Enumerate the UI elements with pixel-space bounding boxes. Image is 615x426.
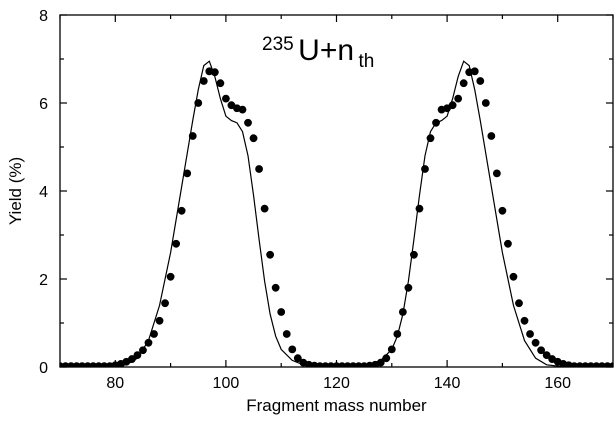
data-point <box>387 345 396 354</box>
data-point <box>288 345 297 354</box>
model-curve-line <box>60 60 613 367</box>
y-tick-label: 0 <box>39 360 48 377</box>
annotation-superscript: 235 <box>262 34 294 55</box>
data-point <box>520 316 529 325</box>
data-point <box>609 362 613 367</box>
data-point <box>255 165 263 173</box>
data-point <box>398 308 407 316</box>
data-point <box>244 118 252 127</box>
data-point <box>492 169 501 178</box>
data-point <box>194 99 203 107</box>
data-point <box>293 354 302 363</box>
data-point <box>277 308 286 316</box>
y-tick-label: 6 <box>39 96 48 113</box>
plot-frame <box>59 14 614 368</box>
reaction-annotation: 235 U+n th <box>262 34 374 72</box>
data-point <box>410 250 418 259</box>
series-marker-layer <box>60 67 613 367</box>
data-point <box>238 105 247 114</box>
y-tick-label: 2 <box>39 272 48 289</box>
data-point <box>487 132 496 140</box>
data-point <box>526 330 534 338</box>
x-tick-label: 80 <box>106 375 124 392</box>
data-point <box>161 299 169 308</box>
data-point <box>470 67 479 76</box>
annotation-subscript: th <box>358 51 374 72</box>
x-tick-label: 140 <box>434 375 461 392</box>
data-point <box>504 239 512 248</box>
data-point <box>177 206 186 215</box>
y-tick-label: 8 <box>39 8 48 25</box>
data-point <box>139 346 147 355</box>
data-point <box>376 358 385 367</box>
data-point <box>260 204 269 213</box>
data-point <box>199 77 208 85</box>
data-point <box>476 77 485 85</box>
y-axis-label: Yield (%) <box>6 157 25 225</box>
data-point <box>150 330 158 338</box>
data-point <box>432 118 440 127</box>
data-point <box>166 272 175 281</box>
data-point <box>448 101 457 110</box>
data-point <box>459 79 468 88</box>
axis-layer: 80 100 120 140 160 0 2 4 6 8 <box>39 8 614 392</box>
x-tick-label: 120 <box>323 375 350 392</box>
data-point <box>498 206 507 215</box>
data-point <box>133 351 142 360</box>
data-point <box>271 283 280 292</box>
series-line-layer <box>60 60 613 367</box>
data-point <box>222 94 230 103</box>
x-tick-label: 160 <box>544 375 571 392</box>
data-point <box>415 204 424 213</box>
data-point <box>216 79 225 88</box>
data-point <box>481 99 490 107</box>
x-axis-label: Fragment mass number <box>246 396 427 415</box>
data-point <box>188 132 197 140</box>
data-point <box>266 250 275 259</box>
y-tick-label: 4 <box>39 184 48 201</box>
data-point <box>515 299 523 308</box>
data-point <box>537 346 546 355</box>
data-point <box>531 338 540 347</box>
data-point <box>282 330 291 338</box>
data-point <box>454 94 463 103</box>
data-point <box>127 355 136 363</box>
data-point <box>172 239 181 248</box>
data-point <box>210 68 219 77</box>
data-point <box>421 165 429 173</box>
data-point <box>404 283 413 292</box>
annotation-main: U+n <box>298 34 354 67</box>
data-point <box>509 272 518 281</box>
data-point <box>183 169 192 178</box>
x-tick-label: 100 <box>213 375 240 392</box>
data-point <box>382 354 391 363</box>
data-point <box>144 338 153 347</box>
data-point <box>393 330 402 338</box>
data-point <box>426 134 435 143</box>
data-point <box>542 351 551 360</box>
data-point <box>155 316 164 325</box>
data-point <box>249 134 258 143</box>
